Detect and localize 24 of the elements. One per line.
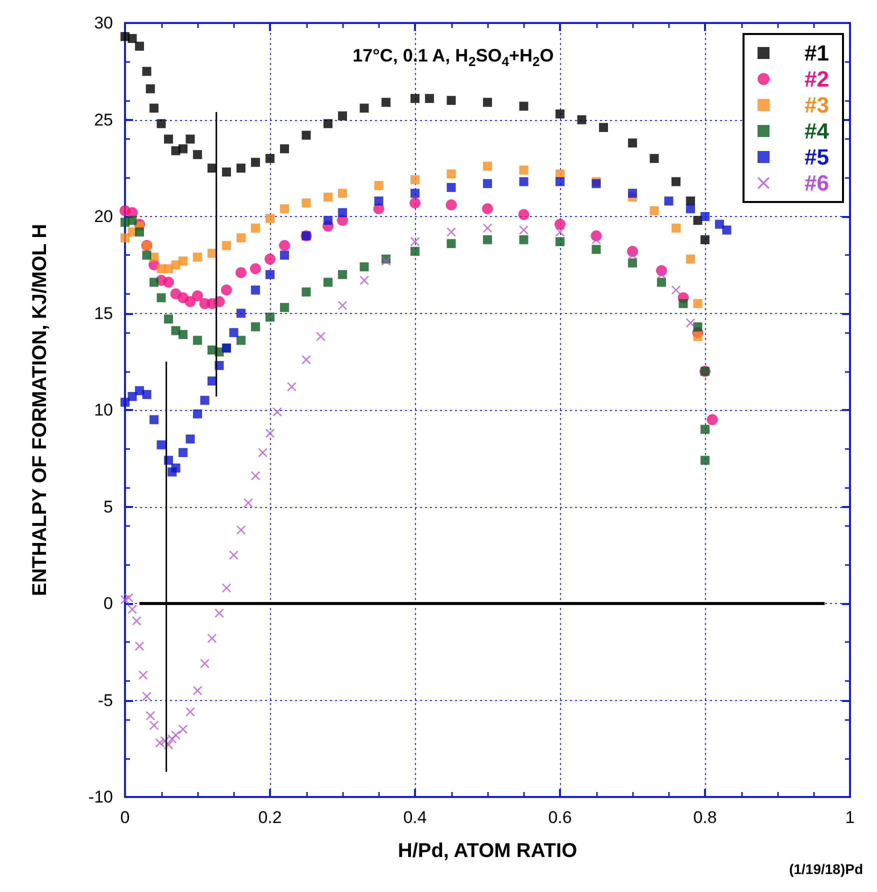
x-tick-label: 0.4 — [403, 808, 427, 827]
x-tick-label: 0 — [120, 808, 130, 827]
x-tick-label: 0.2 — [258, 808, 282, 827]
x-tick-label: 0.8 — [693, 808, 717, 827]
y-tick-label: 20 — [94, 207, 113, 226]
legend-label: #4 — [804, 118, 830, 144]
x-tick-label: 1 — [845, 808, 855, 827]
legend-label: #5 — [804, 144, 830, 170]
x-axis-title: H/Pd, ATOM RATIO — [398, 840, 578, 862]
y-tick-label: 25 — [94, 110, 113, 130]
y-tick-label: 0 — [104, 594, 113, 613]
y-tick-label: 5 — [104, 497, 113, 516]
x-tick-label: 0.6 — [548, 808, 572, 827]
legend-label: #1 — [804, 40, 830, 66]
legend-label: #2 — [804, 66, 830, 92]
y-tick-label: 10 — [94, 400, 113, 420]
text: (1/19/18)Pd — [789, 861, 864, 877]
y-tick-label: 15 — [94, 304, 113, 323]
y-tick-label: -10 — [88, 788, 113, 806]
y-axis-title: ENTHALPY OF FORMATION, KJ/MOL H — [29, 224, 51, 596]
legend-label: #3 — [804, 92, 830, 118]
y-tick-label: 30 — [94, 14, 113, 32]
legend-label: #6 — [804, 170, 830, 196]
y-tick-label: -5 — [98, 690, 113, 710]
